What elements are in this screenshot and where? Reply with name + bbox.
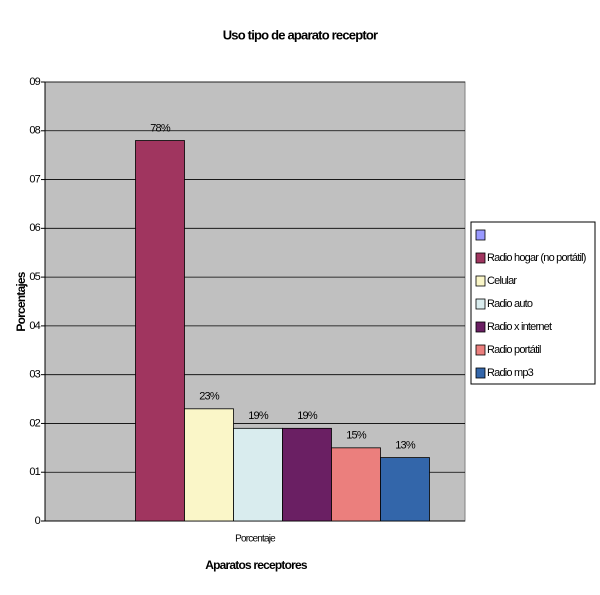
data-label: 15% <box>346 430 367 442</box>
bar <box>282 427 332 522</box>
data-label: 19% <box>248 410 269 422</box>
bar <box>233 427 283 522</box>
legend <box>470 221 596 385</box>
y-tick-label: 08 <box>29 125 40 137</box>
y-axis-label: Porcentajes <box>14 271 28 331</box>
bar <box>380 457 430 522</box>
y-tick-label: 0 <box>35 515 41 527</box>
x-tick-label: Porcentaje <box>235 534 276 545</box>
legend-swatch <box>475 252 486 264</box>
y-tick-label: 09 <box>29 76 40 88</box>
legend-label: Radio hogar (no portátil) <box>487 252 586 264</box>
x-axis-label: Aparatos receptores <box>205 558 308 572</box>
y-tick-label: 02 <box>29 417 40 429</box>
legend-swatch <box>475 321 486 333</box>
legend-label: Radio mp3 <box>487 367 534 379</box>
y-tick-label: 05 <box>29 271 40 283</box>
legend-swatch <box>475 229 486 241</box>
legend-swatch <box>475 298 486 310</box>
y-tick-label: 01 <box>29 466 40 478</box>
data-label: 78% <box>150 122 171 134</box>
bar <box>135 140 185 522</box>
data-label: 19% <box>297 410 318 422</box>
legend-label: Radio portátil <box>487 344 541 356</box>
legend-label: Radio x internet <box>487 321 552 333</box>
legend-label: Radio auto <box>487 298 533 310</box>
chart-title: Uso tipo de aparato receptor <box>223 27 378 42</box>
data-label: 13% <box>395 439 416 451</box>
legend-swatch <box>475 344 486 356</box>
data-label: 23% <box>199 391 220 403</box>
y-tick-label: 07 <box>29 173 40 185</box>
legend-swatch <box>475 367 486 379</box>
bar <box>331 447 381 522</box>
bar <box>184 408 234 522</box>
legend-swatch <box>475 275 486 287</box>
y-tick-label: 03 <box>29 369 40 381</box>
y-tick-label: 06 <box>29 222 40 234</box>
legend-label: Celular <box>487 275 517 287</box>
y-tick-label: 04 <box>29 320 40 332</box>
